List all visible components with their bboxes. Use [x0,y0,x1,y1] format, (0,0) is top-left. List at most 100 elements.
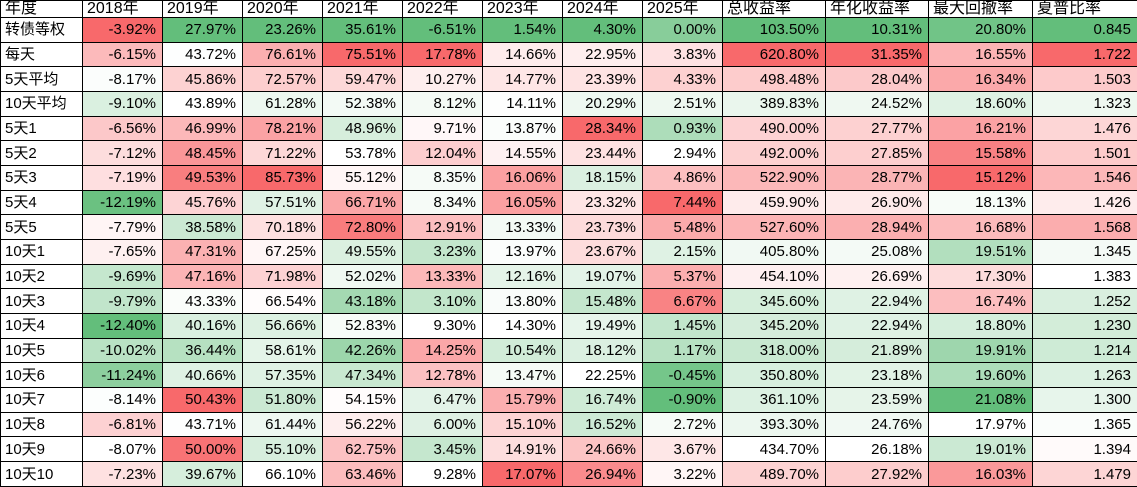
value-cell[interactable]: 14.30% [482,313,563,339]
value-cell[interactable]: 57.51% [242,189,323,216]
value-cell[interactable]: 28.77% [825,165,929,191]
value-cell[interactable]: 20.29% [562,91,643,117]
value-cell[interactable]: 16.03% [928,461,1033,487]
value-cell[interactable]: 345.60% [722,288,826,315]
value-cell[interactable]: 53.78% [322,140,403,167]
value-cell[interactable]: 43.71% [162,411,243,438]
value-cell[interactable]: 361.10% [722,387,826,413]
column-header[interactable]: 2021年 [322,0,403,18]
value-cell[interactable]: 15.10% [482,411,563,438]
value-cell[interactable]: 40.66% [162,362,243,389]
value-cell[interactable]: 52.38% [322,91,403,117]
value-cell[interactable]: 54.15% [322,387,403,413]
value-cell[interactable]: 15.48% [562,288,643,315]
row-label[interactable]: 10天7 [0,387,83,413]
value-cell[interactable]: 7.44% [642,189,723,216]
value-cell[interactable]: 1.214 [1032,337,1137,364]
value-cell[interactable]: 24.52% [825,91,929,117]
value-cell[interactable]: 527.60% [722,214,826,241]
value-cell[interactable]: 489.70% [722,461,826,487]
value-cell[interactable]: 4.86% [642,165,723,191]
value-cell[interactable]: 14.11% [482,91,563,117]
column-header[interactable]: 2025年 [642,0,723,18]
value-cell[interactable]: 15.79% [482,387,563,413]
value-cell[interactable]: 27.85% [825,140,929,167]
value-cell[interactable]: 52.02% [322,263,403,290]
value-cell[interactable]: 23.73% [562,214,643,241]
column-header[interactable]: 2018年 [82,0,163,18]
value-cell[interactable]: 56.22% [322,411,403,438]
value-cell[interactable]: 56.66% [242,313,323,339]
value-cell[interactable]: 23.32% [562,189,643,216]
value-cell[interactable]: -0.90% [642,387,723,413]
value-cell[interactable]: 19.07% [562,263,643,290]
value-cell[interactable]: 4.33% [642,66,723,93]
value-cell[interactable]: -12.19% [82,189,163,216]
value-cell[interactable]: 1.300 [1032,387,1137,413]
value-cell[interactable]: -6.51% [402,17,483,43]
value-cell[interactable]: 1.17% [642,337,723,364]
value-cell[interactable]: 13.47% [482,362,563,389]
value-cell[interactable]: 26.90% [825,189,929,216]
value-cell[interactable]: -0.45% [642,362,723,389]
value-cell[interactable]: 58.61% [242,337,323,364]
value-cell[interactable]: 14.25% [402,337,483,364]
value-cell[interactable]: 2.51% [642,91,723,117]
value-cell[interactable]: 1.476 [1032,115,1137,142]
value-cell[interactable]: -8.17% [82,66,163,93]
value-cell[interactable]: 62.75% [322,436,403,463]
value-cell[interactable]: 22.25% [562,362,643,389]
value-cell[interactable]: 0.00% [642,17,723,43]
column-header[interactable]: 年化收益率 [825,0,929,18]
row-label[interactable]: 5天平均 [0,66,83,93]
value-cell[interactable]: 8.34% [402,189,483,216]
value-cell[interactable]: 1.568 [1032,214,1137,241]
value-cell[interactable]: 72.57% [242,66,323,93]
value-cell[interactable]: 3.23% [402,239,483,265]
value-cell[interactable]: 1.45% [642,313,723,339]
value-cell[interactable]: 23.67% [562,239,643,265]
value-cell[interactable]: 2.94% [642,140,723,167]
value-cell[interactable]: 38.58% [162,214,243,241]
value-cell[interactable]: 47.16% [162,263,243,290]
value-cell[interactable]: 6.67% [642,288,723,315]
value-cell[interactable]: 27.92% [825,461,929,487]
value-cell[interactable]: 0.845 [1032,17,1137,43]
value-cell[interactable]: -9.79% [82,288,163,315]
value-cell[interactable]: 20.80% [928,17,1033,43]
value-cell[interactable]: 498.48% [722,66,826,93]
value-cell[interactable]: 45.86% [162,66,243,93]
value-cell[interactable]: 18.13% [928,189,1033,216]
value-cell[interactable]: 50.00% [162,436,243,463]
value-cell[interactable]: 434.70% [722,436,826,463]
value-cell[interactable]: 40.16% [162,313,243,339]
value-cell[interactable]: 52.83% [322,313,403,339]
value-cell[interactable]: 5.37% [642,263,723,290]
value-cell[interactable]: 61.28% [242,91,323,117]
value-cell[interactable]: 3.22% [642,461,723,487]
value-cell[interactable]: 22.95% [562,41,643,68]
value-cell[interactable]: 1.365 [1032,411,1137,438]
value-cell[interactable]: 0.93% [642,115,723,142]
value-cell[interactable]: 454.10% [722,263,826,290]
row-label[interactable]: 5天5 [0,214,83,241]
value-cell[interactable]: 17.30% [928,263,1033,290]
value-cell[interactable]: 26.18% [825,436,929,463]
row-label[interactable]: 10天1 [0,239,83,265]
value-cell[interactable]: 15.58% [928,140,1033,167]
value-cell[interactable]: 3.45% [402,436,483,463]
value-cell[interactable]: 23.26% [242,17,323,43]
value-cell[interactable]: -7.79% [82,214,163,241]
value-cell[interactable]: -7.12% [82,140,163,167]
row-label[interactable]: 10天2 [0,263,83,290]
value-cell[interactable]: 43.33% [162,288,243,315]
value-cell[interactable]: 43.72% [162,41,243,68]
value-cell[interactable]: 78.21% [242,115,323,142]
value-cell[interactable]: 3.83% [642,41,723,68]
column-header-year[interactable]: 年度 [0,0,83,18]
row-label[interactable]: 5天4 [0,189,83,216]
value-cell[interactable]: 43.89% [162,91,243,117]
value-cell[interactable]: 16.06% [482,165,563,191]
value-cell[interactable]: 19.01% [928,436,1033,463]
value-cell[interactable]: 10.54% [482,337,563,364]
